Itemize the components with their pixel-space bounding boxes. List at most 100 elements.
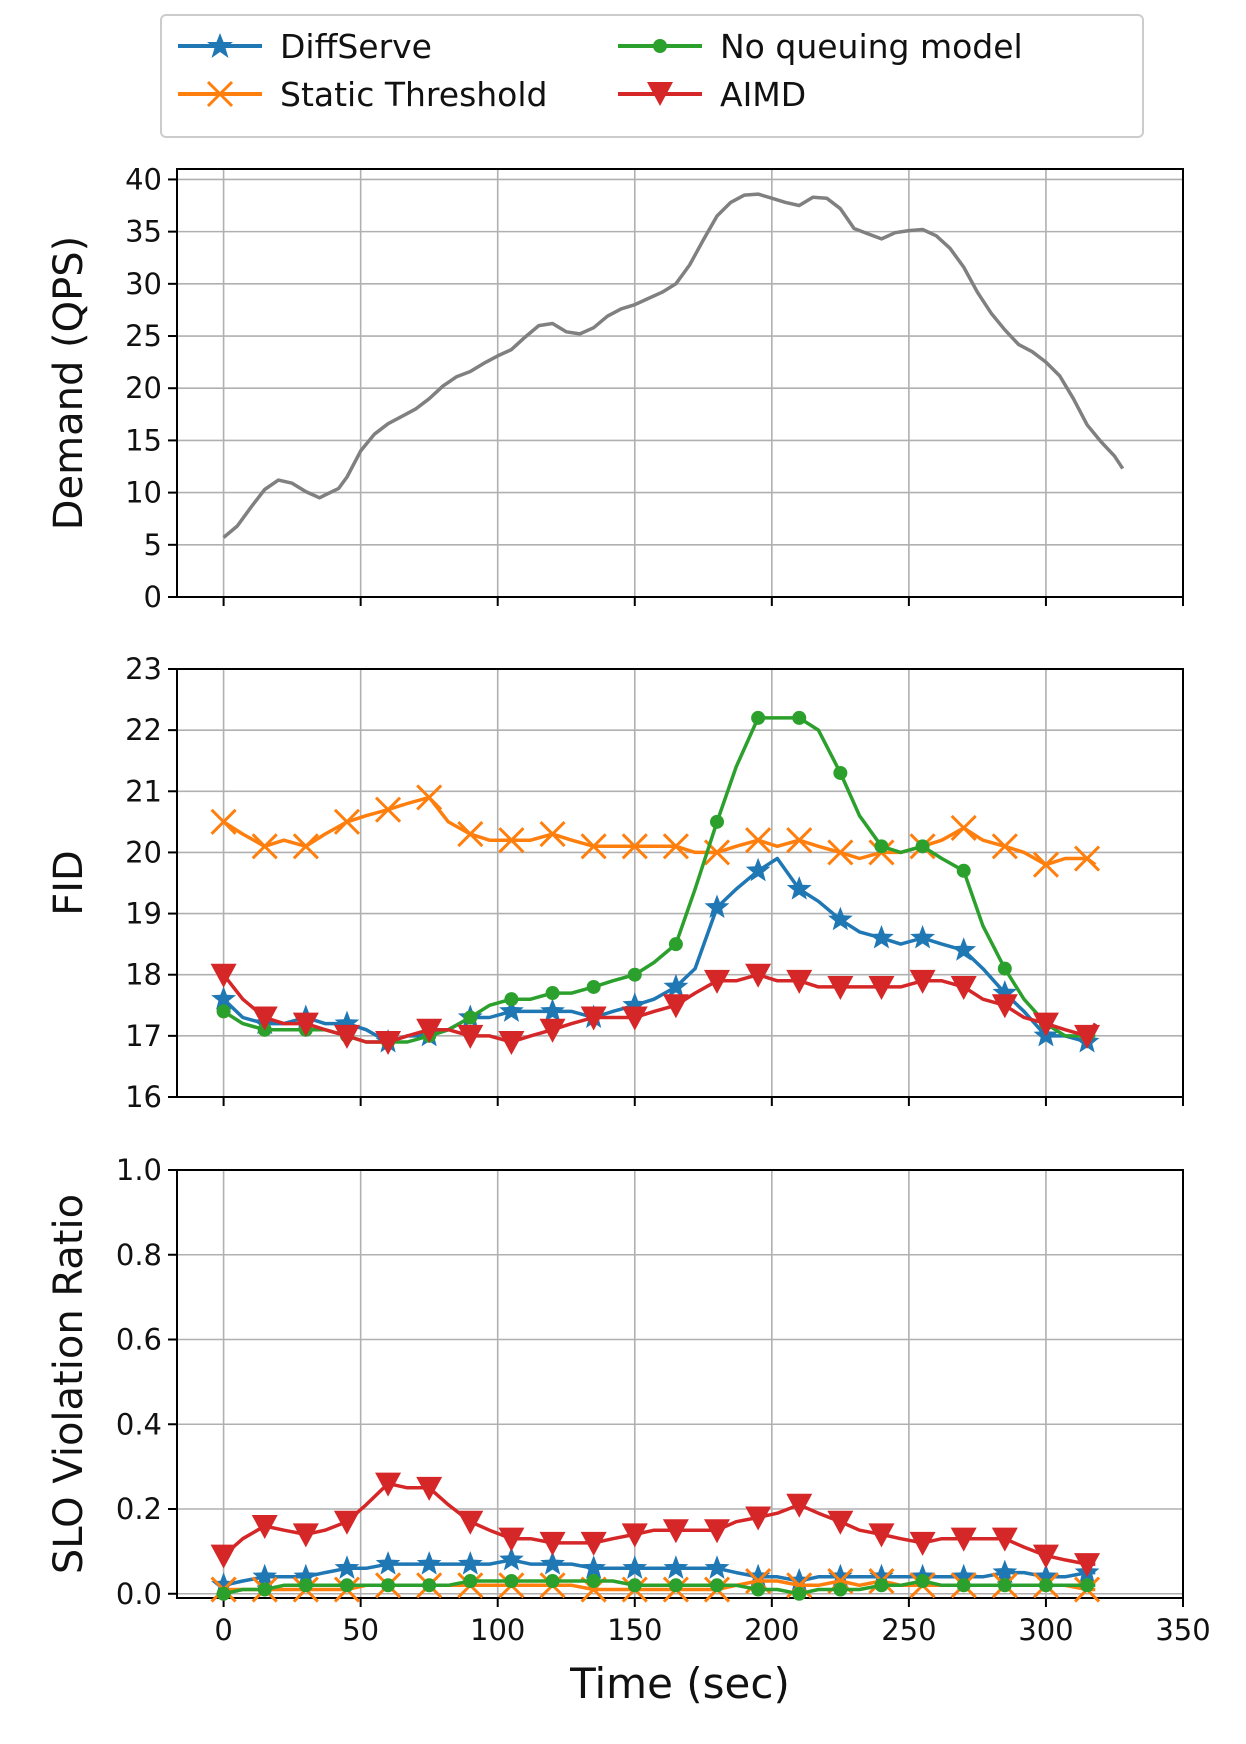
data-point-diffserve <box>786 1568 812 1592</box>
data-point-diffserve <box>663 1555 689 1579</box>
legend-item-aimd: AIMD <box>614 74 806 114</box>
data-point-no-queuing-model <box>545 1574 560 1589</box>
data-point-aimd <box>745 963 772 988</box>
data-point-aimd <box>662 1519 689 1544</box>
y-tick-label: 10 <box>125 476 162 510</box>
data-point-aimd <box>457 1024 484 1049</box>
data-point-diffserve <box>540 1551 565 1575</box>
data-point-no-queuing-model <box>627 1578 642 1593</box>
data-point-no-queuing-model <box>216 1004 231 1019</box>
data-point-no-queuing-model <box>915 839 930 854</box>
y-tick-label: 0.6 <box>116 1323 162 1357</box>
data-point-no-queuing-model <box>1080 1578 1095 1593</box>
data-point-aimd <box>621 1006 648 1031</box>
data-point-static-threshold <box>827 839 854 866</box>
data-point-diffserve <box>334 1555 360 1579</box>
data-point-diffserve <box>992 1559 1018 1584</box>
data-point-diffserve <box>457 1551 483 1575</box>
legend-swatch-aimd <box>618 82 702 106</box>
data-point-no-queuing-model <box>339 1578 354 1593</box>
y-tick-label: 0 <box>144 580 162 614</box>
data-point-static-threshold <box>580 833 607 860</box>
y-tick-label: 20 <box>125 371 162 405</box>
legend-swatch-diffserve <box>178 33 262 58</box>
data-point-no-queuing-model <box>422 1578 437 1593</box>
data-point-diffserve <box>1033 1563 1059 1588</box>
data-point-diffserve <box>951 937 977 961</box>
data-point-aimd <box>621 1523 648 1548</box>
data-point-no-queuing-model <box>463 1574 478 1589</box>
data-point-aimd <box>786 969 813 994</box>
y-tick-label: 15 <box>125 423 162 457</box>
data-point-static-threshold <box>375 796 402 823</box>
y-axis-label: SLO Violation Ratio <box>46 1194 92 1574</box>
data-point-aimd <box>909 1531 936 1556</box>
data-point-static-threshold <box>457 821 484 848</box>
y-tick-label: 17 <box>125 1019 162 1053</box>
data-point-aimd <box>539 1018 566 1043</box>
axes-frame <box>176 1169 1184 1599</box>
data-point-no-queuing-model <box>710 814 725 829</box>
x-tick-label: 150 <box>607 1613 662 1647</box>
axes-frame <box>176 668 1184 1098</box>
data-point-no-queuing-model <box>956 863 971 878</box>
data-point-aimd <box>292 1012 319 1037</box>
y-tick-label: 19 <box>125 897 162 931</box>
legend-swatch-no-queuing-model <box>618 39 702 53</box>
data-point-no-queuing-model <box>833 1582 848 1597</box>
y-tick-label: 0.2 <box>116 1492 162 1526</box>
y-tick-label: 16 <box>125 1080 162 1114</box>
legend-item-diffserve: DiffServe <box>174 26 432 66</box>
x-tick-label: 100 <box>470 1613 525 1647</box>
legend-item-no-queuing-model: No queuing model <box>614 26 1023 66</box>
data-point-aimd <box>251 1514 278 1539</box>
data-point-diffserve <box>211 986 236 1010</box>
y-tick-label: 30 <box>125 267 162 301</box>
x-tick-label: 250 <box>881 1613 936 1647</box>
legend-label-static-threshold: Static Threshold <box>280 74 548 114</box>
data-point-no-queuing-model <box>710 1578 725 1593</box>
data-point-no-queuing-model <box>751 1582 766 1597</box>
x-tick-label: 350 <box>1155 1613 1210 1647</box>
data-point-aimd <box>827 975 854 1000</box>
data-point-diffserve <box>828 906 853 931</box>
data-point-static-threshold <box>1032 851 1060 878</box>
y-tick-label: 5 <box>144 528 162 562</box>
data-point-no-queuing-model <box>545 986 560 1001</box>
data-point-no-queuing-model <box>504 1574 519 1589</box>
data-point-aimd <box>580 1006 607 1031</box>
data-point-no-queuing-model <box>956 1578 971 1593</box>
data-point-static-threshold <box>621 833 648 860</box>
data-point-no-queuing-model <box>668 937 683 952</box>
data-point-diffserve <box>663 973 689 998</box>
data-point-aimd <box>950 1527 977 1552</box>
series-line-demand <box>222 192 1125 539</box>
data-point-aimd <box>745 1506 772 1531</box>
data-point-static-threshold <box>251 833 278 860</box>
y-tick-label: 35 <box>125 215 162 249</box>
y-tick-label: 21 <box>125 774 162 808</box>
data-point-diffserve <box>992 980 1018 1004</box>
data-point-aimd <box>868 1523 895 1548</box>
data-point-no-queuing-model <box>792 710 807 725</box>
data-point-aimd <box>539 1531 566 1556</box>
data-point-no-queuing-model <box>997 1578 1012 1593</box>
data-point-diffserve <box>293 1563 319 1588</box>
data-point-static-threshold <box>210 808 237 835</box>
data-point-no-queuing-model <box>997 961 1012 976</box>
data-point-diffserve <box>704 1555 730 1579</box>
data-point-aimd <box>1032 1544 1059 1569</box>
data-point-static-threshold <box>991 833 1018 860</box>
data-point-diffserve <box>252 1563 278 1588</box>
legend-label-no-queuing-model: No queuing model <box>720 26 1023 66</box>
x-tick-label: 0 <box>214 1613 232 1647</box>
data-point-no-queuing-model <box>668 1578 683 1593</box>
data-point-aimd <box>909 969 936 994</box>
data-point-static-threshold <box>786 827 813 854</box>
data-point-aimd <box>333 1024 360 1049</box>
y-tick-label: 18 <box>125 958 162 992</box>
data-point-aimd <box>991 1527 1018 1552</box>
x-tick-label: 50 <box>342 1613 379 1647</box>
data-point-diffserve <box>375 1551 401 1575</box>
